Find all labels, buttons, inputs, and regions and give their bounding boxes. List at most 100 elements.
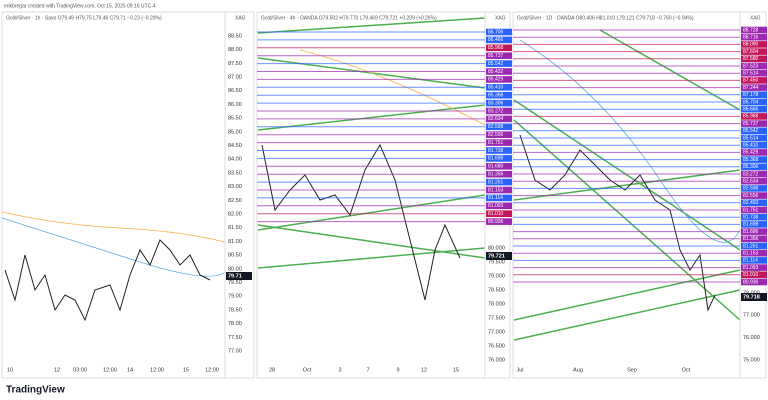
level-label: 87.450	[743, 78, 759, 84]
level-label: 88.716	[743, 35, 759, 41]
moving-average	[1, 217, 226, 277]
price-label: 82.50	[228, 198, 242, 204]
price-label: 84.50	[228, 143, 242, 149]
time-label: 7	[366, 367, 369, 373]
time-label: 9	[396, 367, 399, 373]
price-label: 85.50	[228, 116, 242, 122]
level-label: 86.704	[743, 99, 759, 105]
level-badge	[741, 213, 767, 221]
price-label: 88.00	[228, 47, 242, 53]
level-badge	[486, 99, 512, 107]
level-label: 82.598	[743, 186, 759, 192]
level-label: 81.738	[488, 148, 504, 154]
currency: XAG	[235, 15, 246, 21]
level-label: 81.356	[488, 172, 504, 178]
level-badge	[741, 127, 767, 135]
panel-title: Gold/Silver · 1D · OANDA O80.406 H81.010…	[517, 15, 694, 21]
level-label: 81.698	[488, 156, 504, 162]
price-label: 77.50	[228, 335, 242, 341]
level-badge	[741, 264, 767, 271]
level-badge	[486, 123, 512, 131]
level-badge	[741, 206, 767, 214]
price-label: 88.50	[228, 33, 242, 39]
level-badge	[741, 105, 767, 113]
level-label: 85.968	[488, 45, 504, 51]
level-badge	[741, 278, 767, 286]
level-badge	[741, 163, 767, 171]
price-label: 76.000	[743, 335, 760, 341]
level-badge	[741, 170, 767, 178]
level-label: 82.634	[488, 116, 504, 122]
level-badge	[486, 115, 512, 123]
price-label: 81.50	[228, 225, 242, 231]
level-label: 81.356	[743, 236, 759, 242]
brand: TradingView	[6, 385, 65, 396]
price-path	[519, 134, 716, 312]
price-label: 78.50	[228, 307, 242, 313]
level-badge	[741, 185, 767, 192]
level-label: 81.153	[488, 187, 504, 193]
level-label: 88.728	[743, 27, 759, 33]
level-label: 88.090	[743, 42, 759, 48]
level-badge	[486, 210, 512, 217]
level-label: 80.936	[488, 219, 504, 225]
level-badge	[486, 91, 512, 99]
level-label: 85.429	[488, 77, 504, 83]
level-label: 81.114	[743, 258, 758, 264]
level-label: 81.093	[743, 265, 759, 271]
level-badge	[741, 242, 767, 250]
current-price-badge	[486, 252, 512, 260]
time-label: 15	[453, 367, 459, 373]
current-price-badge	[741, 293, 767, 301]
level-badge	[741, 91, 767, 99]
level-badge	[486, 178, 512, 186]
level-badge	[486, 28, 512, 36]
current-price: 79.718	[743, 294, 760, 300]
level-label: 81.261	[488, 179, 504, 185]
level-badge	[486, 202, 512, 210]
level-label: 85.542	[743, 128, 759, 134]
price-label: 78.00	[228, 321, 242, 327]
level-badge	[741, 141, 767, 149]
level-badge	[741, 84, 767, 91]
price-label: 79.500	[488, 259, 505, 265]
level-badge	[741, 149, 767, 156]
level-badge	[741, 98, 767, 106]
time-label: Oct	[303, 367, 312, 373]
level-badge	[486, 131, 512, 138]
level-label: 85.410	[743, 143, 759, 149]
level-badge	[741, 69, 767, 77]
price-label: 78.000	[488, 301, 505, 307]
time-label: 15	[183, 367, 189, 373]
level-label: 87.580	[743, 56, 759, 62]
credit: erikbregar created with TradingView.com,…	[4, 3, 156, 9]
level-badge	[741, 271, 767, 279]
level-label: 87.178	[743, 92, 759, 98]
time-label: 12	[54, 367, 60, 373]
current-price-badge	[226, 272, 252, 280]
level-label: 85.542	[488, 61, 504, 67]
panel-title: Gold/Silver · 1h · Saxo O79.49 H79.75 L7…	[6, 15, 162, 21]
level-label: 85.306	[743, 164, 759, 170]
level-badge	[741, 177, 767, 185]
level-label: 87.244	[743, 85, 759, 91]
level-badge	[741, 156, 767, 163]
level-label: 81.114	[488, 195, 503, 201]
price-label: 79.000	[488, 273, 505, 279]
trend-lines	[257, 17, 741, 341]
price-label: 79.50	[228, 280, 242, 286]
time-label: 03:00	[73, 367, 87, 373]
price-label: 87.50	[228, 61, 242, 67]
level-label: 83.272	[743, 171, 759, 177]
time-label: Sep	[627, 367, 637, 373]
price-label: 76.000	[488, 357, 505, 363]
level-badge	[486, 36, 512, 44]
price-label: 80.50	[228, 253, 242, 259]
time-label: 12	[421, 367, 427, 373]
price-label: 80.00	[228, 266, 242, 272]
price-path	[4, 239, 211, 322]
time-label: 12:00	[205, 367, 219, 373]
price-label: 75.000	[743, 357, 760, 363]
price-label: 80.000	[488, 245, 505, 251]
